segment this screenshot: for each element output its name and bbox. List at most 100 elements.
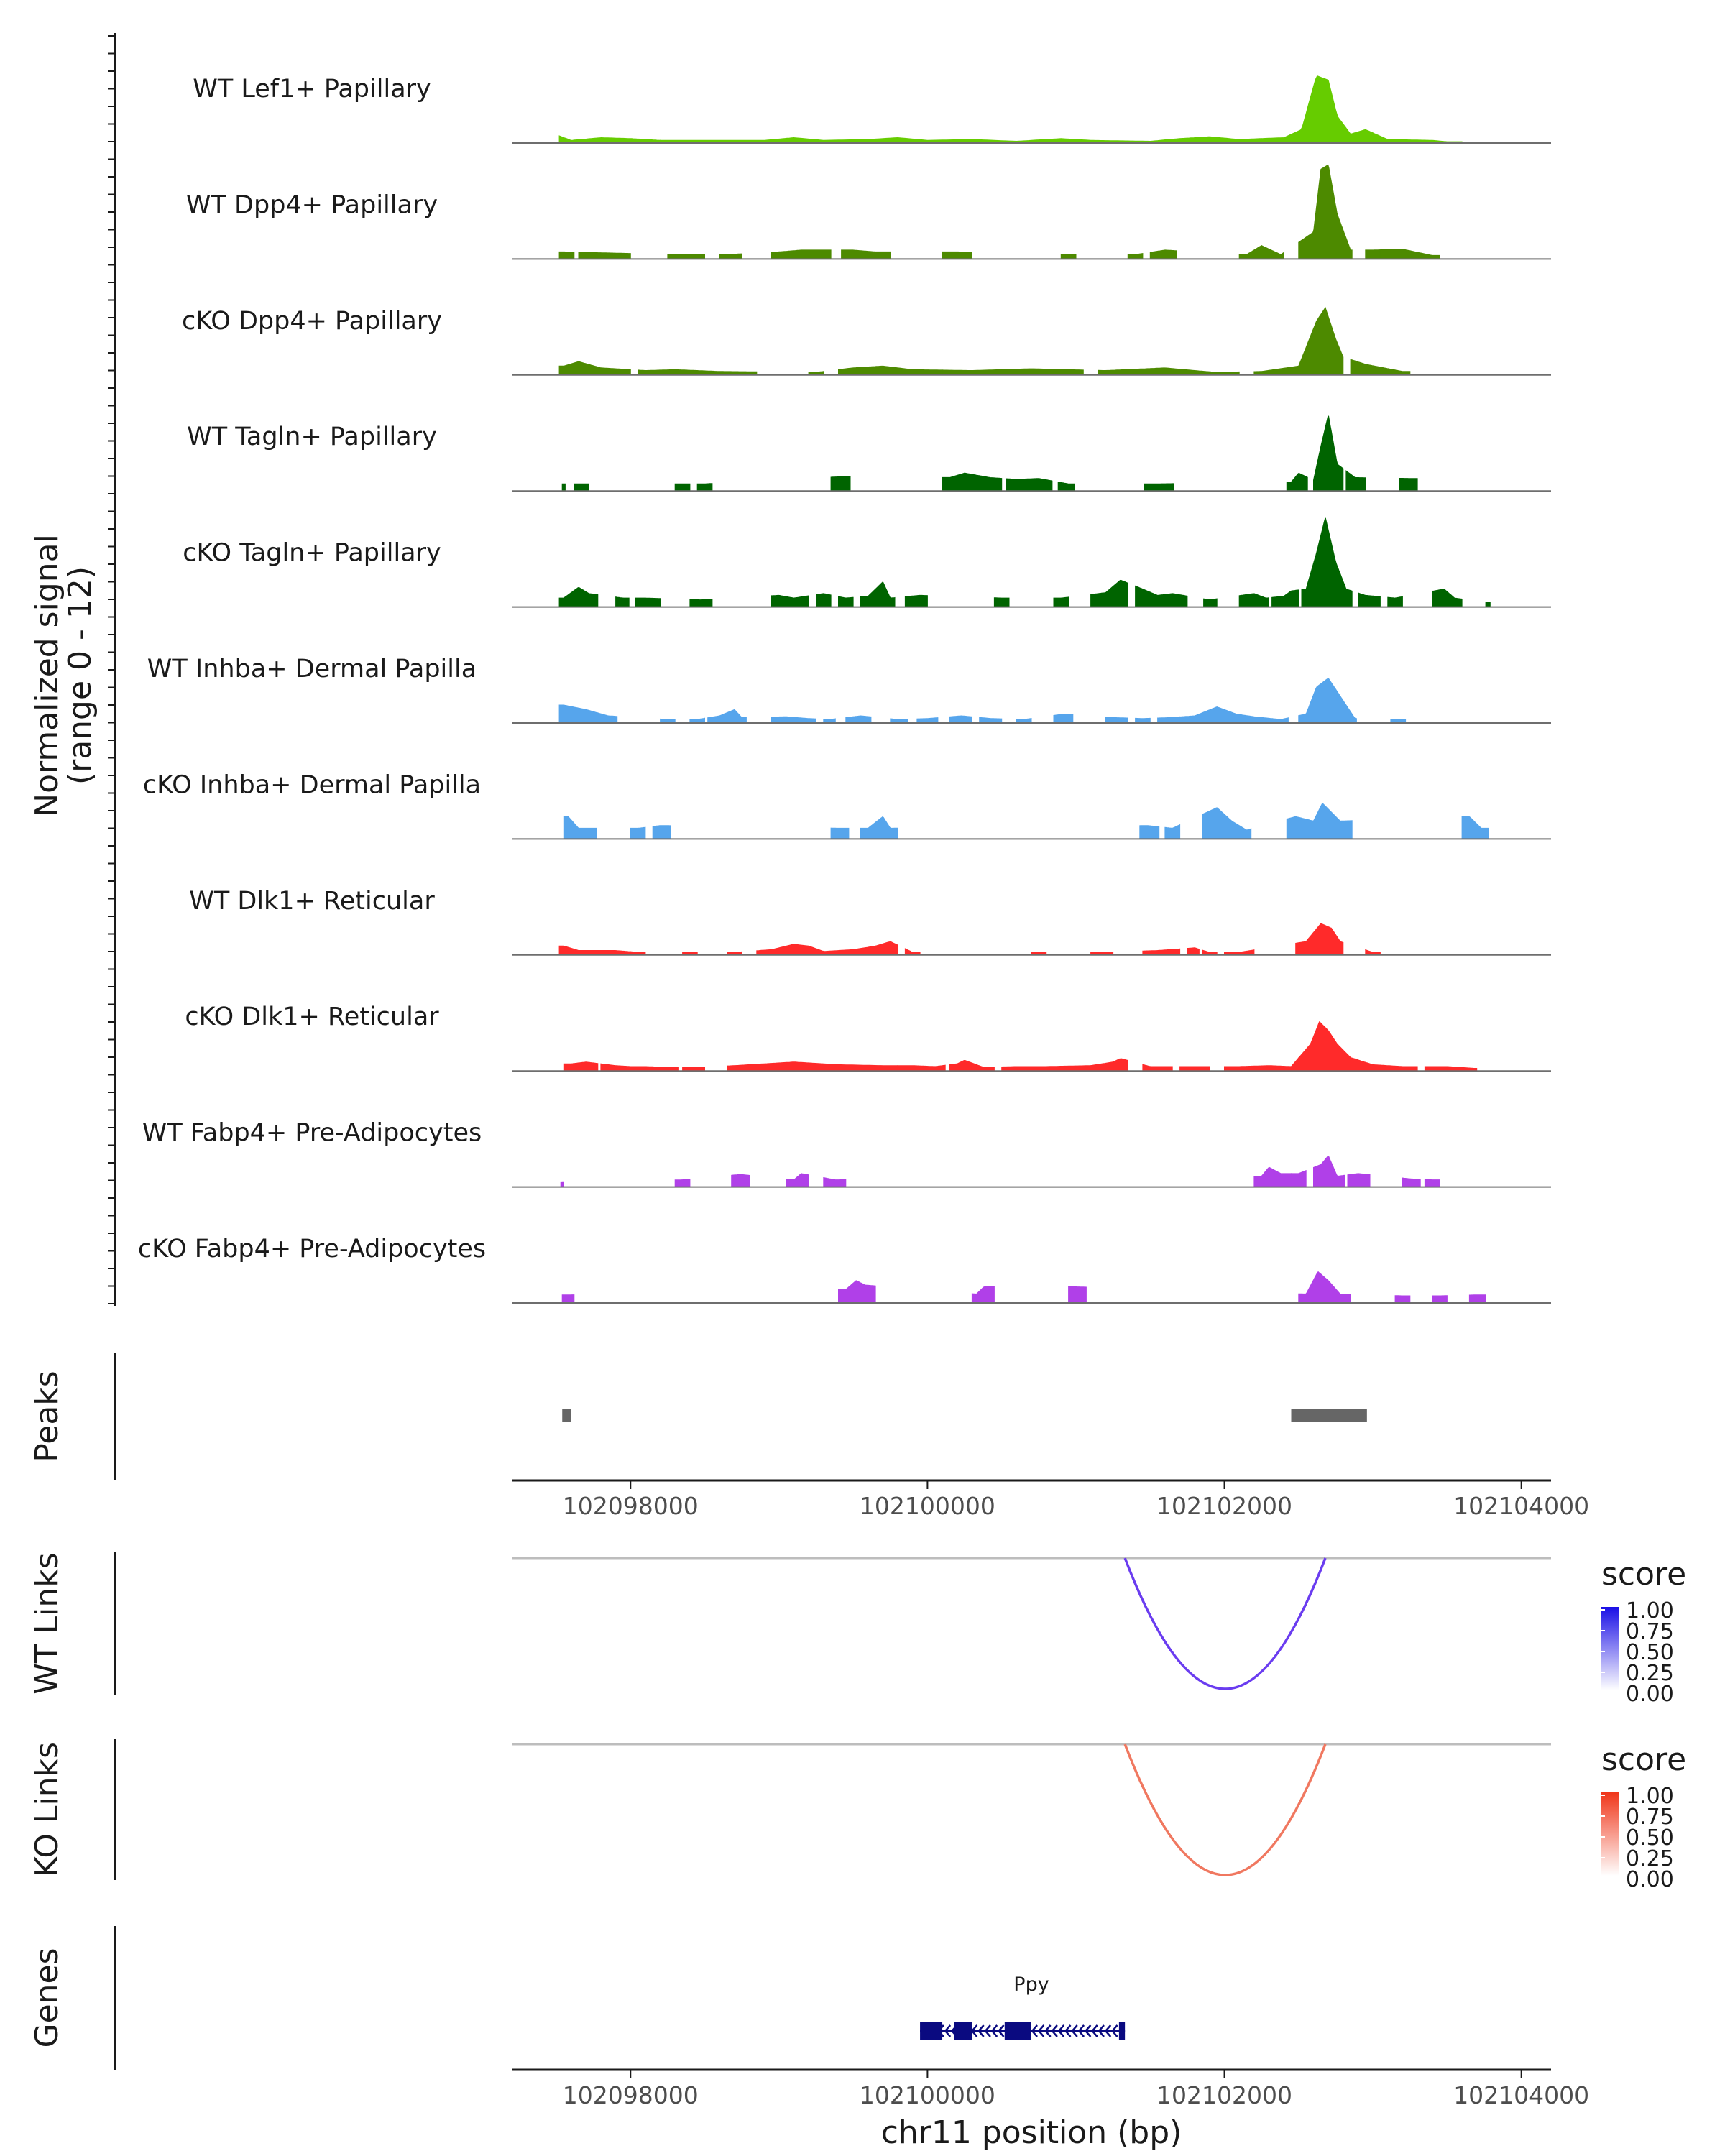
coverage-area [1346,470,1366,492]
coverage-area [1402,1177,1421,1188]
coverage-area [1202,949,1218,956]
strand-chevron-icon [1051,2024,1058,2037]
legend-tick-label: 0.25 [1626,1846,1674,1871]
coverage-area [1298,164,1353,259]
x-tick-label: 102098000 [563,2081,699,2109]
coverage-area [845,715,872,724]
ko-links-track: KO Links score 1.000.750.500.250.00 [29,1739,1686,1892]
coverage-area [1295,923,1344,956]
gene-name-label: Ppy [1013,1973,1049,1996]
coverage-area [560,1181,564,1188]
x-axis-bottom: 102098000 102100000 102102000 102104000 [563,2070,1589,2109]
coverage-area [1068,1286,1087,1304]
coverage-area [1098,367,1240,376]
link-arc [1123,1557,1327,1690]
strand-chevron-icon [978,2024,985,2037]
coverage-area [771,249,832,259]
coverage-area [1432,589,1463,608]
coverage-area [1269,717,1289,724]
coverage-area [660,137,794,144]
coverage-area [667,254,705,259]
coverage-area [1090,579,1128,608]
strand-chevron-icon [1037,2024,1045,2037]
strand-chevron-icon [1044,2024,1052,2037]
coverage-area [1144,483,1174,492]
coverage-area [1053,713,1074,724]
coverage-area [860,821,876,839]
legend-tick-label: 1.00 [1626,1598,1674,1623]
coverage-area [1016,718,1032,724]
coverage-area [942,368,1084,376]
coverage-area [1135,717,1151,724]
coverage-area [600,1063,661,1072]
coverage-area [707,709,747,724]
coverage-area [1060,254,1077,259]
coverage-track-wt-lef1-papillary: WT Lef1+ Papillary [193,75,1551,144]
coverage-area [1461,816,1489,839]
coverage-area [942,472,980,492]
coverage-area [830,476,851,492]
coverage-area [652,825,671,839]
coverage-area [1313,415,1344,492]
coverage-area [860,581,896,608]
coverage-area [1261,75,1374,144]
coverage-area [838,1280,876,1304]
coverage-area [1291,1170,1307,1188]
coverage-area [875,816,898,839]
coverage-y-axis: Normalized signal (range 0 - 12) [29,33,116,1306]
coverage-area [563,1061,599,1072]
coverage-area [993,597,1010,608]
coverage-area [1224,949,1255,956]
wt-links-track: WT Links score 1.000.750.500.250.00 [29,1552,1686,1707]
track-label: WT Fabp4+ Pre-Adipocytes [142,1119,482,1148]
coverage-area [1006,478,1053,492]
coverage-area [1286,816,1308,839]
coverage-area [719,253,742,259]
coverage-area [630,826,646,839]
coverage-area [1468,1294,1486,1304]
coverage-area [1301,517,1353,608]
coverage-area [904,594,928,608]
strand-chevron-icon [984,2024,991,2037]
legend-tick-label: 0.00 [1626,1867,1674,1892]
links-track-title: WT Links [29,1552,65,1694]
coverage-area [1365,249,1381,259]
x-tick-label: 102104000 [1453,2081,1589,2109]
coverage-track-wt-tagln-papillary: WT Tagln+ Papillary [187,415,1551,492]
coverage-area [1203,598,1218,608]
strand-chevron-icon [1084,2024,1092,2037]
coverage-area [949,715,972,724]
coverage-area [1372,132,1463,144]
strand-chevron-icon [1031,2024,1038,2037]
legend-tick-label: 0.50 [1626,1640,1674,1665]
coverage-area [660,718,676,724]
coverage-area [816,593,832,608]
coverage-area [630,951,646,956]
coverage-area [660,1067,678,1072]
coverage-area [823,718,836,724]
coverage-area [1179,1066,1210,1072]
coverage-area [635,597,661,608]
coverage-area [574,483,589,492]
coverage-track-cko-dlk1-reticular: cKO Dlk1+ Reticular [185,1003,1551,1072]
coverage-area [674,483,691,492]
gene-exon [954,2022,972,2040]
track-label: WT Inhba+ Dermal Papilla [147,655,477,683]
peak-bars [562,1409,1367,1422]
coverage-area [890,718,908,724]
coverage-area [1358,592,1381,608]
coverage-area [1164,824,1181,839]
legend-title: score [1601,1741,1686,1778]
x-tick-label: 102098000 [563,1492,699,1520]
legend-tick-label: 0.75 [1626,1805,1674,1830]
coverage-area [904,948,921,956]
coverage-area [1090,951,1114,956]
coverage-area [1135,585,1188,608]
coverage-area [674,1179,691,1188]
strand-chevron-icon [944,2024,952,2037]
coverage-area [1379,249,1440,259]
track-label: cKO Fabp4+ Pre-Adipocytes [138,1235,486,1263]
coverage-area [1238,593,1269,608]
coverage-track-wt-dpp4-papillary: WT Dpp4+ Papillary [186,164,1551,260]
coverage-track-cko-inhba-dermal-papilla: cKO Inhba+ Dermal Papilla [143,770,1551,840]
